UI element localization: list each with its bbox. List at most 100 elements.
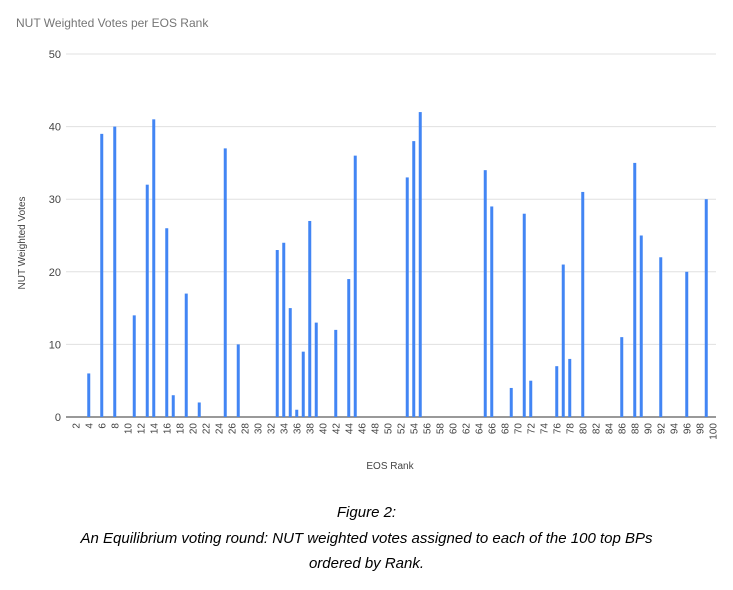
x-tick-label: 62 [461,423,472,435]
x-tick-label: 42 [331,423,342,435]
x-tick-label: 84 [604,423,615,435]
bar-rank-33 [275,250,279,417]
bar-rank-13 [145,184,149,417]
bar-rank-99 [704,199,708,417]
bar-rank-86 [620,337,624,417]
bar-rank-88 [633,162,637,417]
bar-rank-72 [529,380,533,417]
x-tick-label: 4 [84,423,95,429]
x-tick-label: 94 [669,423,680,435]
bar-rank-44 [347,279,351,417]
x-tick-label: 56 [422,423,433,435]
x-tick-label: 8 [110,423,121,429]
x-tick-label: 6 [97,423,108,429]
bar-rank-71 [522,213,526,417]
bar-rank-25 [223,148,227,417]
x-tick-label: 72 [526,423,537,435]
bar-rank-8 [113,126,117,417]
bar-rank-19 [184,293,188,417]
bar-rank-4 [87,373,91,417]
bar-rank-6 [100,133,104,418]
bar-rank-80 [581,191,585,417]
x-tick-label: 46 [357,423,368,435]
x-tick-label: 10 [123,423,134,435]
x-tick-label: 88 [630,423,641,435]
y-tick-label: 50 [49,49,61,61]
x-tick-label: 14 [149,423,160,435]
x-axis-label: EOS Rank [366,461,414,472]
bar-rank-16 [165,228,169,417]
x-tick-label: 32 [266,423,277,435]
y-tick-label: 30 [49,194,61,206]
x-tick-label: 38 [305,423,316,435]
x-tick-label: 100 [708,423,719,440]
x-tick-label: 66 [487,423,498,435]
x-tick-label: 52 [396,423,407,435]
bar-rank-92 [659,257,663,417]
y-tick-label: 0 [55,412,61,424]
bar-rank-54 [412,141,416,417]
bar-rank-89 [639,235,643,417]
x-tick-label: 70 [513,423,524,435]
bar-rank-35 [288,308,292,417]
bar-rank-34 [282,242,286,417]
bar-rank-36 [295,409,299,417]
x-tick-label: 40 [318,423,329,435]
x-tick-label: 22 [201,423,212,435]
bar-rank-53 [405,177,409,417]
bar-rank-55 [418,112,422,417]
bar-rank-38 [308,220,312,417]
x-tick-label: 20 [188,423,199,435]
x-tick-label: 28 [240,423,251,435]
x-tick-label: 44 [344,423,355,435]
x-tick-label: 50 [383,423,394,435]
x-axis-tick-labels: 2 4 6 8 10 12 14 16 18 20 22 24 26 28 30 32 34 36 38 40 42 44… [71,423,719,440]
x-tick-label: 34 [279,423,290,435]
x-tick-label: 68 [500,423,511,435]
x-tick-label: 96 [682,423,693,435]
bar-rank-69 [509,387,513,417]
bar-rank-27 [236,344,240,417]
figure-caption-line-1: An Equilibrium voting round: NUT weighte… [80,530,653,547]
chart-title: NUT Weighted Votes per EOS Rank [16,16,209,30]
bar-rank-14 [152,119,156,417]
bar-rank-96 [685,271,689,417]
x-tick-label: 12 [136,423,147,435]
gridlines [66,53,716,418]
x-tick-label: 30 [253,423,264,435]
x-tick-label: 54 [409,423,420,435]
x-tick-label: 80 [578,423,589,435]
bars [87,112,708,418]
bar-rank-77 [561,264,565,417]
y-axis-label: NUT Weighted Votes [17,196,28,289]
x-tick-label: 98 [695,423,706,435]
bar-rank-37 [301,351,305,417]
bar-rank-39 [314,322,318,417]
bar-rank-45 [353,155,357,417]
x-tick-label: 18 [175,423,186,435]
y-tick-label: 40 [49,122,61,134]
x-tick-label: 74 [539,423,550,435]
x-tick-label: 82 [591,423,602,435]
y-tick-label: 10 [49,339,61,351]
x-tick-label: 92 [656,423,667,435]
figure-caption-heading: Figure 2: [336,504,397,521]
bar-rank-76 [555,366,559,417]
y-tick-label: 20 [49,267,61,279]
x-tick-label: 58 [435,423,446,435]
x-tick-label: 2 [71,423,82,429]
x-tick-label: 60 [448,423,459,435]
bar-rank-11 [132,315,136,417]
bar-rank-78 [568,358,572,417]
x-tick-label: 26 [227,423,238,435]
bar-rank-66 [490,206,494,417]
y-axis-tick-labels: 0 10 20 30 40 50 [49,49,61,424]
x-tick-label: 36 [292,423,303,435]
figure-caption-line-2: ordered by Rank. [308,555,425,572]
x-tick-label: 16 [162,423,173,435]
x-tick-label: 90 [643,423,654,435]
bar-rank-21 [197,402,201,417]
bar-rank-65 [483,170,487,417]
x-tick-label: 78 [565,423,576,435]
